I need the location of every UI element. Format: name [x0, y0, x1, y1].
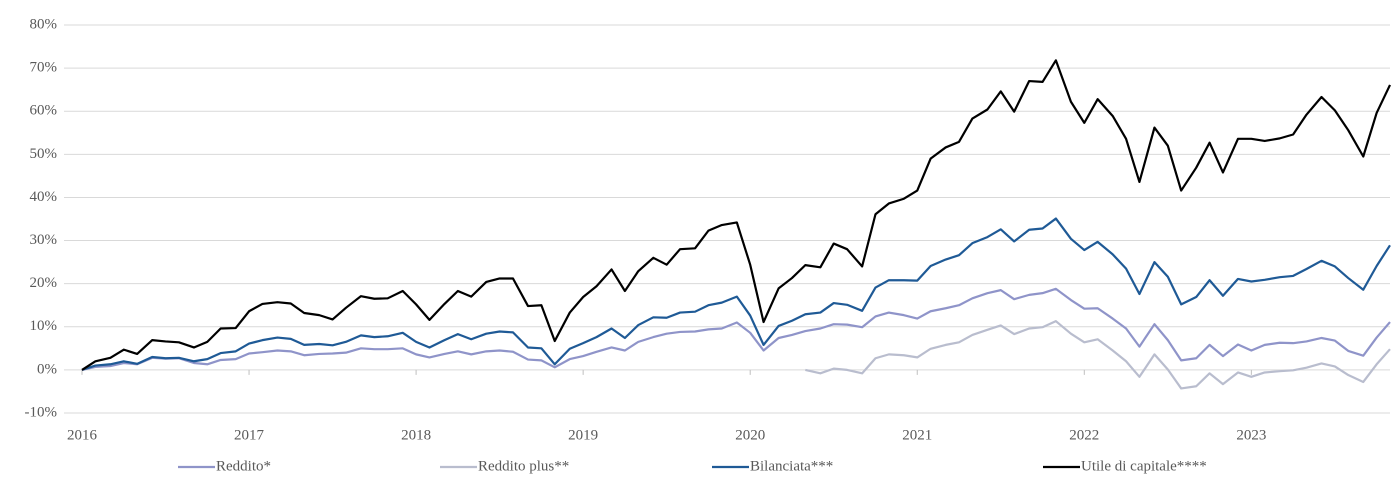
series-line — [81, 217, 1391, 371]
series-line — [81, 287, 1391, 371]
y-tick-label: 80% — [30, 16, 58, 32]
y-tick-label: -10% — [25, 404, 58, 420]
y-tick-label: 70% — [30, 60, 58, 76]
series-line — [805, 320, 1391, 390]
x-tick-label: 2018 — [401, 427, 431, 443]
x-tick-label: 2023 — [1236, 427, 1266, 443]
x-tick-label: 2016 — [67, 427, 98, 443]
series-line — [81, 59, 1391, 371]
legend-label: Reddito* — [216, 458, 271, 474]
y-tick-label: 60% — [30, 103, 58, 119]
y-tick-label: 10% — [30, 318, 58, 334]
x-tick-label: 2020 — [735, 427, 765, 443]
x-tick-label: 2021 — [902, 427, 932, 443]
x-tick-label: 2017 — [234, 427, 265, 443]
y-tick-label: 40% — [30, 189, 58, 205]
y-tick-label: 50% — [30, 146, 58, 162]
y-tick-label: 0% — [37, 361, 57, 377]
x-tick-label: 2019 — [568, 427, 598, 443]
x-tick-label: 2022 — [1069, 427, 1099, 443]
y-tick-label: 20% — [30, 275, 58, 291]
legend-label: Utile di capitale**** — [1081, 458, 1207, 474]
legend-label: Reddito plus** — [478, 458, 569, 474]
legend-label: Bilanciata*** — [750, 458, 833, 474]
y-tick-label: 30% — [30, 232, 58, 248]
